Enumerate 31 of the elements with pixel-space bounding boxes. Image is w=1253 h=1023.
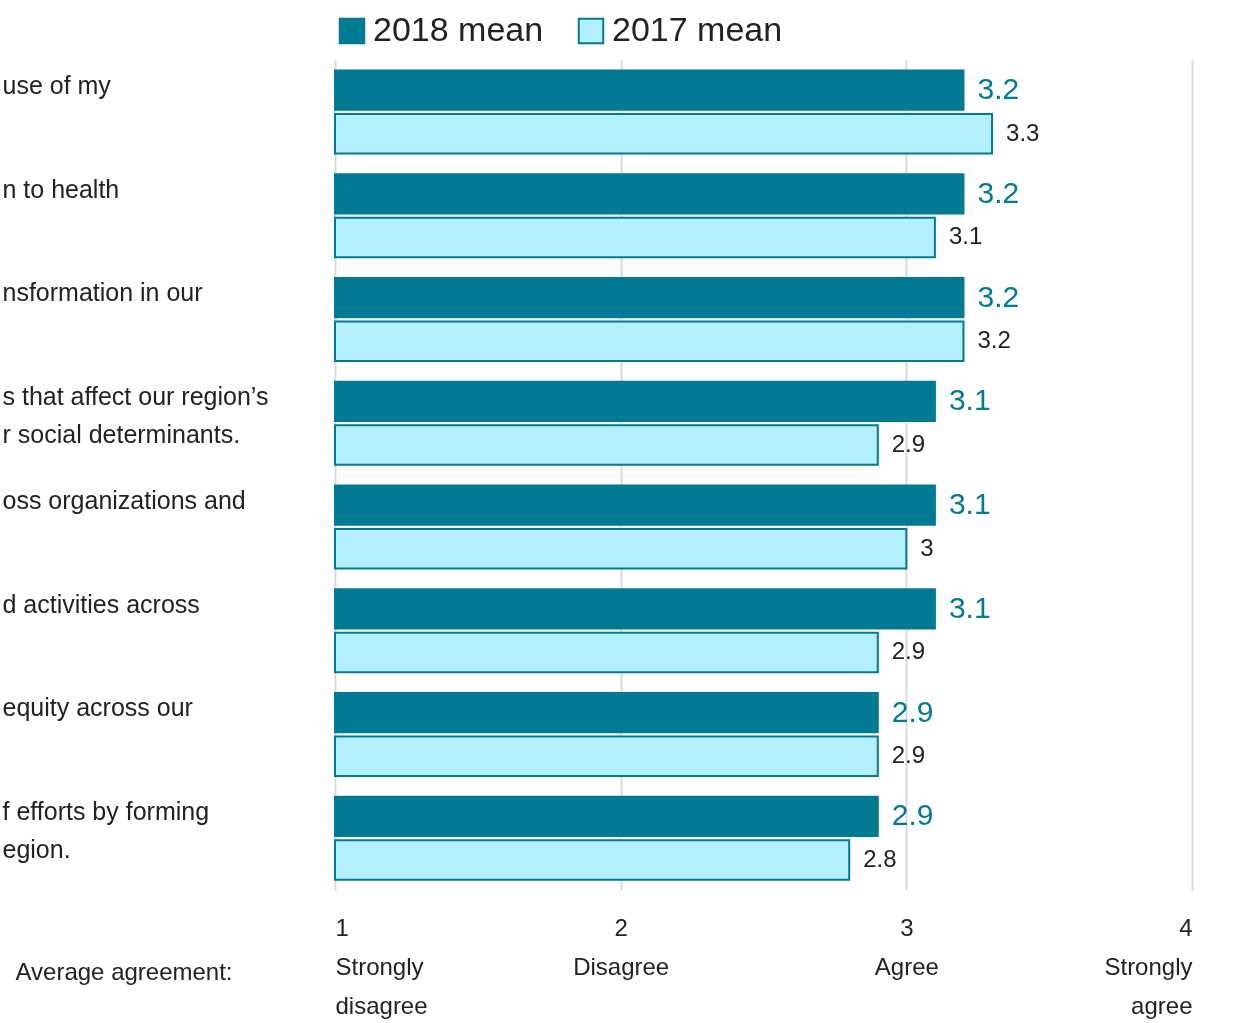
y-tick-label: d activities across: [2, 589, 200, 618]
data-label: 3.2: [977, 72, 1020, 106]
data-label: 3.1: [948, 383, 991, 417]
data-label: 2.9: [891, 798, 934, 832]
y-tick-label: s that affect our region’s r social determinants.: [2, 382, 269, 449]
data-label: 2.9: [891, 741, 926, 769]
y-tick-label: use of my: [2, 70, 112, 99]
x-tick-label: 1 Strongly disagree: [335, 913, 428, 1019]
data-label: 3.3: [1006, 118, 1040, 146]
data-label: 2.9: [891, 694, 934, 728]
x-tick-label: 4 Strongly agree: [1104, 913, 1193, 1019]
data-label: 3.1: [948, 222, 983, 250]
data-label: 2.8: [863, 844, 897, 872]
legend-label: 2018 mean: [373, 10, 544, 48]
y-tick-label: n to health: [2, 174, 120, 203]
y-tick-label: oss organizations and: [2, 485, 246, 514]
x-tick-label: 3 Agree: [874, 913, 939, 980]
x-axis-title: Average agreement:: [15, 957, 233, 985]
legend-label: 2017 mean: [612, 10, 783, 48]
y-tick-label: f efforts by forming egion.: [2, 797, 210, 864]
y-tick-label: equity across our: [2, 693, 193, 722]
data-label: 3.1: [948, 487, 991, 521]
y-tick-label: nsformation in our: [2, 278, 203, 307]
data-label: 3.2: [977, 326, 1011, 354]
data-label: 3.2: [977, 175, 1020, 209]
data-label: 3: [920, 533, 934, 561]
data-label: 2.9: [891, 637, 926, 665]
data-label: 3.1: [948, 590, 991, 624]
data-label: 3.2: [977, 279, 1020, 313]
data-label: 2.9: [891, 429, 926, 457]
x-tick-label: 2 Disagree: [573, 913, 670, 980]
